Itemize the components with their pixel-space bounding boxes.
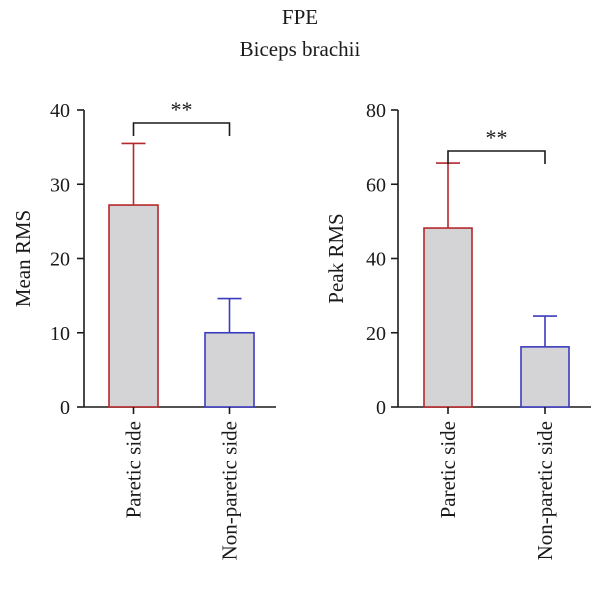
y-tick-label: 60	[366, 174, 386, 196]
y-tick-label: 30	[50, 174, 70, 196]
y-tick-label: 40	[366, 249, 386, 271]
significance-bracket	[447, 150, 546, 164]
y-tick-label: 80	[366, 100, 386, 122]
y-tick-label: 10	[50, 323, 70, 345]
x-tick-label: Paretic side	[436, 421, 460, 518]
y-tick-label: 40	[50, 100, 70, 122]
y-axis-label: Mean RMS	[11, 210, 35, 307]
chart-panel-2: 0 20 40 60 80 Peak RMS Paretic side Non-paretic…	[324, 100, 591, 560]
significance-label: **	[171, 97, 193, 122]
chart-panel-1: 0 10 20 30 40 Mean RMS Paretic side Non-paretic…	[11, 97, 276, 560]
x-tick-label: Non-paretic side	[533, 421, 557, 560]
y-tick-label: 20	[50, 249, 70, 271]
significance-label: **	[486, 125, 508, 150]
bar-1	[423, 227, 473, 408]
bar-2	[204, 331, 255, 408]
significance-bracket	[132, 122, 231, 136]
y-tick-label: 0	[376, 397, 386, 419]
figure-title: FPE	[281, 5, 319, 29]
x-tick-label: Paretic side	[122, 421, 146, 518]
y-tick-label: 20	[366, 323, 386, 345]
bar-2	[520, 346, 570, 408]
y-tick-label: 0	[60, 397, 70, 419]
figure-subtitle: Biceps brachii	[239, 37, 361, 61]
x-tick-label: Non-paretic side	[218, 421, 242, 560]
bar-1	[108, 204, 159, 408]
y-axis-label: Peak RMS	[324, 213, 348, 303]
